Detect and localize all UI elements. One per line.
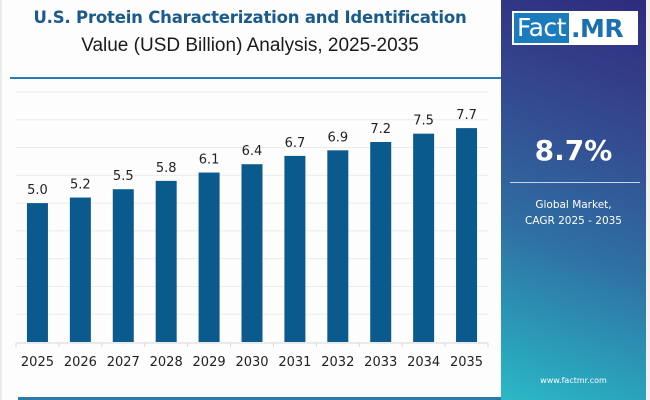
data-label: 6.4 xyxy=(242,144,263,159)
x-tick-label: 2026 xyxy=(64,355,97,370)
x-tick-label: 2028 xyxy=(150,355,183,370)
x-tick-label: 2030 xyxy=(235,355,268,370)
website-link[interactable]: www.factmr.com xyxy=(540,376,607,385)
bar-2033 xyxy=(370,142,392,342)
x-tick-label: 2025 xyxy=(21,355,54,370)
data-label: 7.7 xyxy=(456,108,477,123)
data-label: 6.1 xyxy=(199,153,220,168)
cagr-value: 8.7% xyxy=(534,134,613,167)
x-tick-label: 2033 xyxy=(364,355,397,370)
data-label: 5.8 xyxy=(156,161,177,176)
bar-2029 xyxy=(198,172,220,342)
data-label: 5.5 xyxy=(113,169,134,184)
bar-2030 xyxy=(241,164,263,342)
header-divider xyxy=(10,77,502,79)
cagr-divider xyxy=(510,182,640,183)
x-tick-labels: 2025 2026 2027 2028 2029 2030 2031 2032 2033 2034… xyxy=(21,355,483,370)
factmr-logo: Fact .MR xyxy=(512,11,638,45)
x-tick-label: 2031 xyxy=(278,355,311,370)
bar-chart: 5.0 5.25.55.86.16.46.7 6.97.27.5 7.7 2025 20… xyxy=(15,91,489,370)
data-label: 5.2 xyxy=(70,178,91,193)
bar-2028 xyxy=(155,180,177,342)
data-label: 6.7 xyxy=(285,136,306,151)
x-tick-label: 2035 xyxy=(450,355,483,370)
x-tick-label: 2029 xyxy=(193,355,226,370)
cagr-label: Global Market, CAGR 2025 - 2035 xyxy=(501,197,646,229)
chart-title: U.S. Protein Characterization and Identi… xyxy=(33,8,467,27)
x-tick-label: 2032 xyxy=(321,355,354,370)
bar-2034 xyxy=(413,133,435,342)
chart-subtitle: Value (USD Billion) Analysis, 2025-2035 xyxy=(81,35,419,56)
panel-edge xyxy=(646,0,650,400)
cagr-label-line2: CAGR 2025 - 2035 xyxy=(524,215,622,227)
data-label: 7.5 xyxy=(413,114,434,129)
x-tick-label: 2034 xyxy=(407,355,440,370)
bars xyxy=(26,128,478,342)
data-label: 5.0 xyxy=(27,183,48,198)
bar-2035 xyxy=(456,128,478,342)
logo-mr-text: .MR xyxy=(570,13,624,43)
bar-2032 xyxy=(327,150,349,342)
footer-divider xyxy=(18,397,502,400)
data-labels: 5.0 5.2 5.5 5.8 6.1 6.4 6.7 6.9 7.2 7.5 7.7 xyxy=(27,108,477,198)
x-axis xyxy=(15,342,489,347)
logo-fact-text: Fact xyxy=(514,13,569,43)
cagr-label-line1: Global Market, xyxy=(535,199,612,211)
bar-2026 xyxy=(69,197,91,342)
bar-2031 xyxy=(284,155,306,342)
data-label: 7.2 xyxy=(370,122,391,137)
bar-2027 xyxy=(112,189,134,342)
x-tick-label: 2027 xyxy=(107,355,140,370)
bar-2025 xyxy=(26,203,48,342)
data-label: 6.9 xyxy=(327,130,348,145)
summary-panel xyxy=(501,0,646,400)
